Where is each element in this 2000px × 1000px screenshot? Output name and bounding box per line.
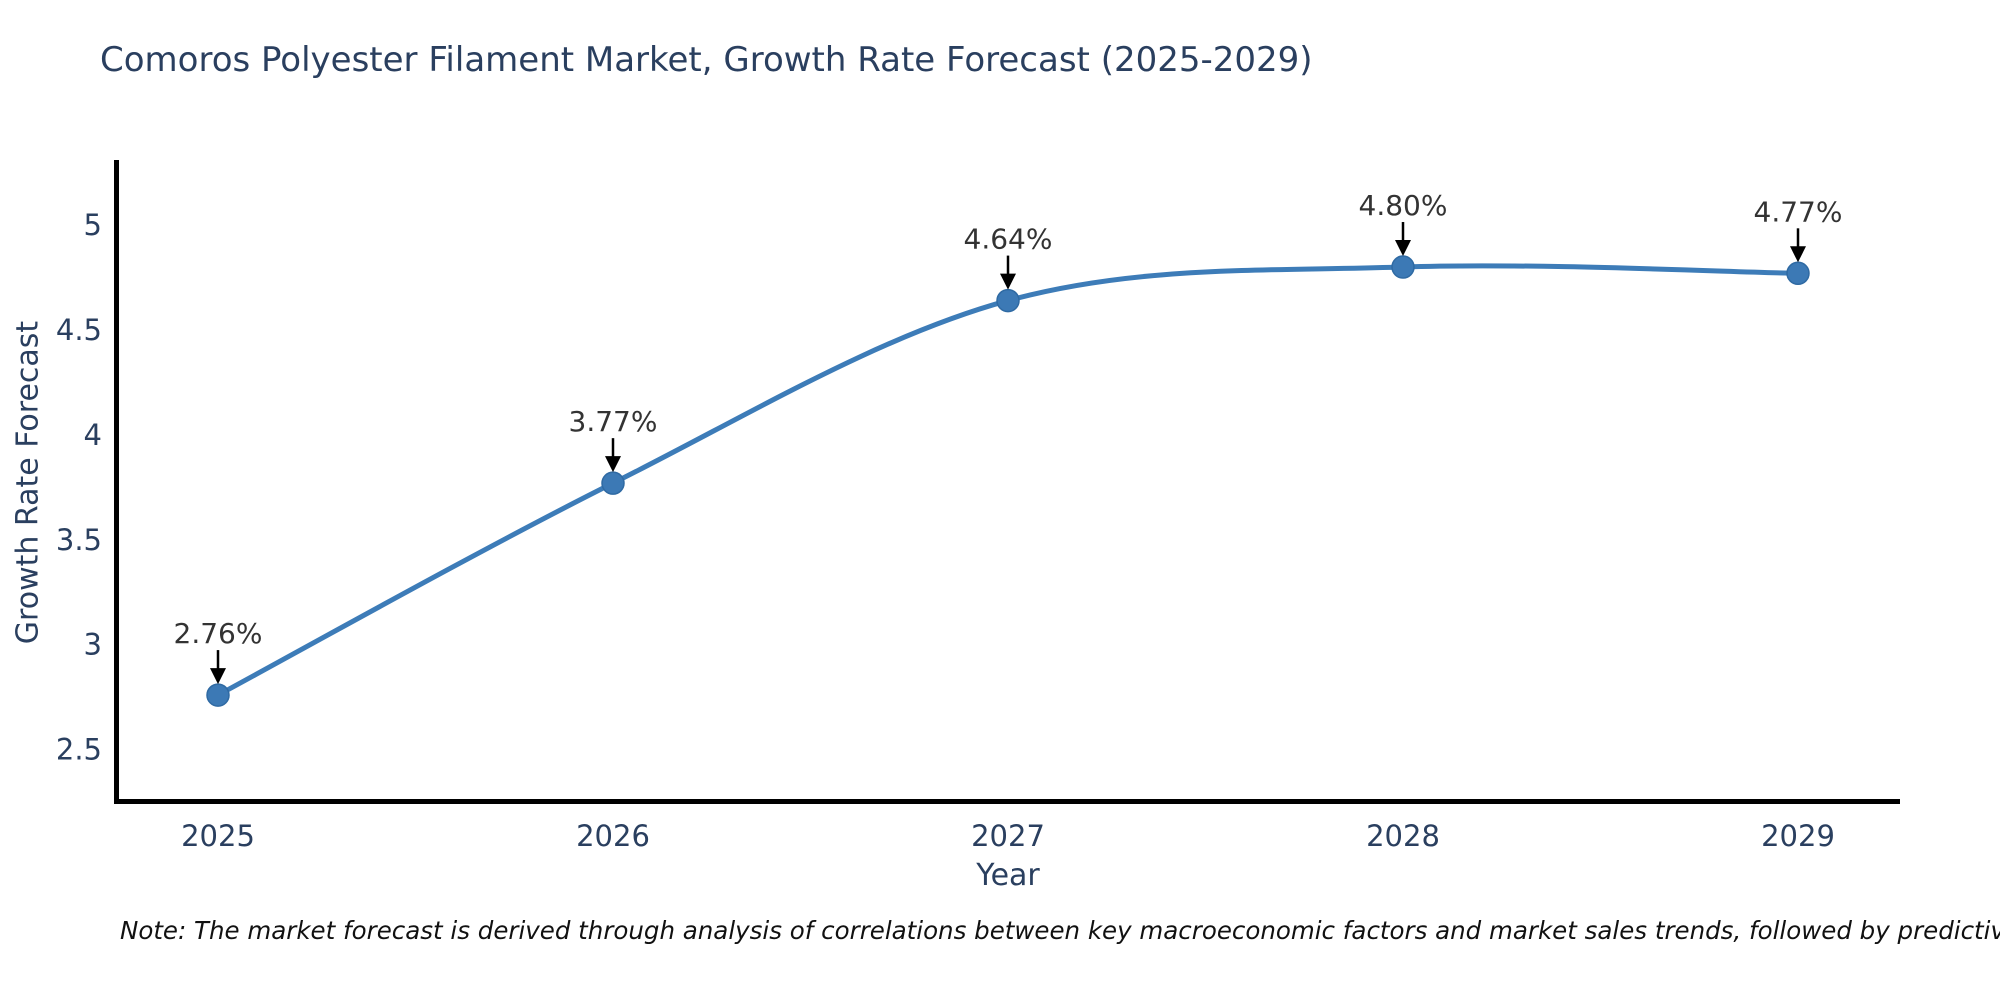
x-tick-label: 2026 bbox=[576, 819, 650, 853]
x-axis-title: Year bbox=[976, 858, 1040, 893]
data-point-marker[interactable] bbox=[601, 471, 625, 495]
forecast-line-series bbox=[206, 255, 1810, 707]
annotation-arrowhead-icon bbox=[605, 456, 621, 473]
y-axis-tick-labels: 2.5 3 3.5 4 4.5 5 bbox=[56, 208, 102, 767]
data-point-marker[interactable] bbox=[996, 288, 1020, 313]
y-tick-label: 3.5 bbox=[56, 523, 102, 557]
y-tick-label: 3 bbox=[84, 628, 102, 662]
y-tick-label: 4 bbox=[84, 418, 102, 452]
y-tick-label: 2.5 bbox=[56, 733, 102, 767]
forecast-methodology-note: Note: The market forecast is derived thr… bbox=[120, 916, 2000, 945]
point-value-label: 4.64% bbox=[964, 223, 1053, 256]
data-point-marker[interactable] bbox=[1391, 255, 1415, 279]
data-point-marker[interactable] bbox=[1786, 261, 1810, 286]
point-value-label: 3.77% bbox=[569, 405, 658, 438]
x-tick-label: 2028 bbox=[1366, 819, 1440, 853]
x-tick-label: 2025 bbox=[181, 819, 255, 853]
chart-title: Comoros Polyester Filament Market, Growt… bbox=[100, 40, 1313, 80]
point-annotations: 2.76% 3.77% 4.64% 4.80% 4.77% bbox=[174, 189, 1843, 685]
point-value-label: 2.76% bbox=[174, 617, 263, 650]
forecast-line bbox=[215, 263, 1801, 698]
annotation-arrowhead-icon bbox=[1000, 273, 1016, 290]
y-tick-label: 4.5 bbox=[56, 313, 102, 347]
x-axis-tick-labels: 2025 2026 2027 2028 2029 bbox=[181, 819, 1835, 853]
annotation-arrowhead-icon bbox=[1790, 246, 1806, 263]
point-annotation: 2.76% bbox=[174, 617, 263, 685]
data-point-marker[interactable] bbox=[206, 683, 230, 707]
point-annotation: 4.80% bbox=[1359, 189, 1448, 257]
point-value-label: 4.80% bbox=[1359, 189, 1448, 222]
point-annotation: 3.77% bbox=[569, 405, 658, 473]
x-axis-line bbox=[114, 799, 1900, 804]
annotation-arrowhead-icon bbox=[1395, 240, 1411, 257]
x-tick-label: 2029 bbox=[1761, 819, 1835, 853]
x-tick-label: 2027 bbox=[971, 819, 1045, 853]
annotation-arrowhead-icon bbox=[210, 668, 226, 685]
point-annotation: 4.77% bbox=[1754, 195, 1843, 263]
y-tick-label: 5 bbox=[84, 208, 102, 242]
point-annotation: 4.64% bbox=[964, 223, 1053, 290]
y-axis-line bbox=[114, 160, 119, 804]
point-value-label: 4.77% bbox=[1754, 195, 1843, 228]
